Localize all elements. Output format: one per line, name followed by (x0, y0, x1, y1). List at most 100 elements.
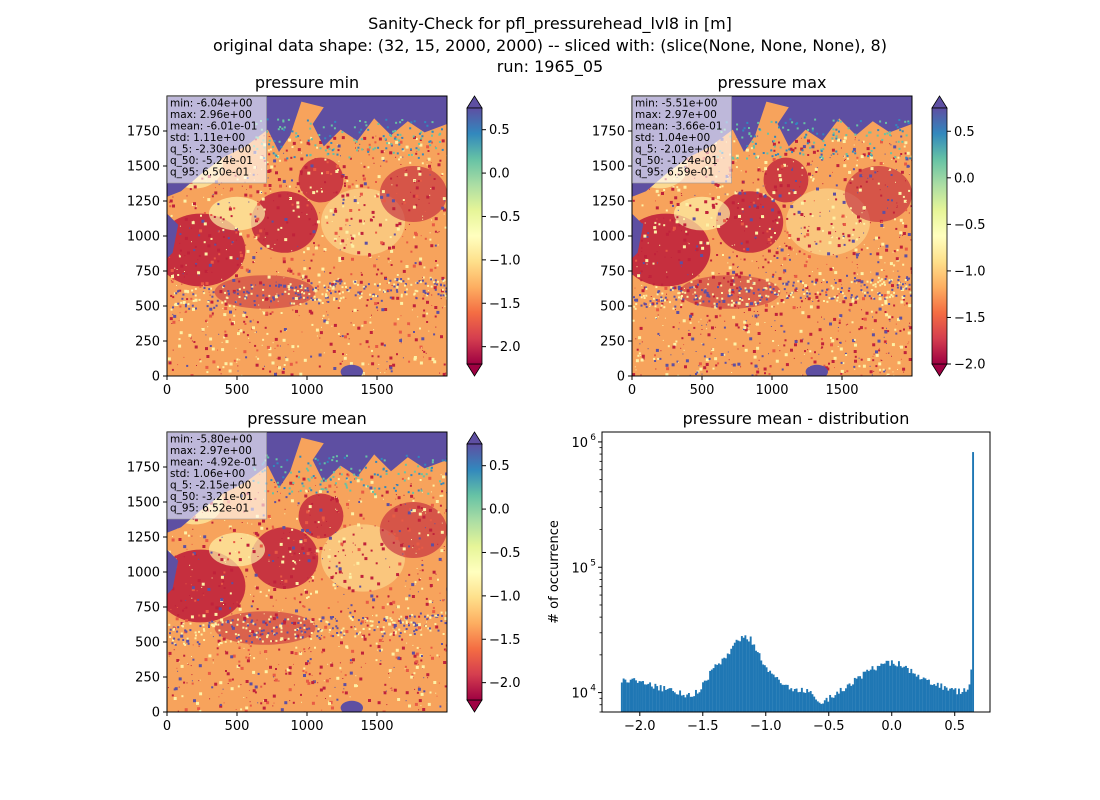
heatmap-pixel (741, 189, 744, 192)
heatmap-pixel (732, 363, 736, 367)
heatmap-pixel (325, 295, 327, 298)
heatmap-pixel (190, 338, 192, 340)
heatmap-pixel (905, 287, 908, 290)
heatmap-pixel (285, 638, 287, 640)
heatmap-pixel (872, 359, 875, 362)
heatmap-pixel (247, 534, 249, 536)
heatmap-pixel (670, 354, 672, 356)
heatmap-pixel (222, 187, 224, 189)
heatmap-pixel (883, 370, 886, 373)
heatmap-pixel (432, 610, 436, 614)
heatmap-pixel (276, 275, 277, 277)
heatmap-pixel (259, 281, 263, 285)
heatmap-pixel (185, 264, 187, 266)
heatmap-pixel (235, 347, 237, 349)
heatmap-pixel (785, 282, 789, 286)
heatmap-pixel (198, 645, 200, 647)
heatmap-pixel (427, 290, 429, 291)
heatmap-pixel (252, 261, 255, 264)
heatmap-pixel (409, 588, 411, 590)
heatmap-pixel (412, 194, 416, 198)
heatmap-pixel (357, 291, 360, 294)
heatmap-pixel (742, 129, 745, 132)
heatmap-pixel (385, 368, 387, 370)
heatmap-pixel (661, 292, 664, 295)
heatmap-pixel (377, 268, 380, 271)
heatmap-pixel (360, 272, 362, 274)
heatmap-pixel (344, 554, 346, 556)
heatmap-pixel (367, 186, 370, 189)
heatmap-pixel (221, 278, 223, 280)
heatmap-pixel (328, 623, 331, 626)
heatmap-pixel (656, 251, 658, 253)
heatmap-pixel (278, 499, 281, 502)
heatmap-pixel (357, 619, 360, 622)
heatmap-pixel (257, 637, 259, 639)
heatmap-pixel (308, 218, 311, 221)
heatmap-pixel (892, 251, 894, 253)
heatmap-pixel (822, 183, 824, 185)
heatmap-pixel (840, 291, 842, 293)
heatmap-pixel (232, 528, 236, 532)
heatmap-pixel (284, 238, 288, 242)
heatmap-pixel (802, 374, 804, 376)
heatmap-pixel (240, 614, 242, 616)
heatmap-pixel (326, 296, 329, 299)
heatmap-pixel (389, 151, 393, 155)
heatmap-pixel (374, 302, 378, 306)
heatmap-pixel (333, 367, 337, 370)
heatmap-pixel (677, 188, 681, 192)
heatmap-pixel (418, 512, 422, 516)
histogram-bar (758, 653, 761, 712)
heatmap-pixel (368, 146, 371, 149)
heatmap-pixel (856, 159, 858, 161)
heatmap-pixel (372, 295, 375, 298)
heatmap-pixel (804, 350, 806, 353)
heatmap-pixel (883, 336, 885, 338)
heatmap-pixel (737, 296, 739, 298)
heatmap-pixel (425, 625, 427, 627)
heatmap-pixel (821, 346, 824, 349)
heatmap-pixel (419, 345, 423, 349)
heatmap-pixel (854, 359, 857, 363)
heatmap-pixel (394, 278, 397, 281)
heatmap-pixel (319, 147, 322, 150)
heatmap-pixel (910, 205, 912, 208)
heatmap-pixel (324, 215, 328, 219)
heatmap-pixel (748, 132, 751, 135)
heatmap-pixel (745, 240, 749, 244)
heatmap-pixel (647, 242, 649, 244)
heatmap-pixel (239, 232, 243, 236)
heatmap-pixel (399, 632, 402, 634)
histogram-bar (693, 696, 696, 712)
heatmap-pixel (197, 707, 201, 711)
heatmap-pixel (276, 155, 279, 158)
heatmap-pixel (364, 557, 368, 561)
heatmap-pixel (877, 339, 881, 343)
heatmap-pixel (736, 128, 738, 131)
x-tick-label: 1500 (825, 383, 858, 398)
heatmap-pixel (317, 521, 320, 524)
heatmap-pixel (838, 321, 841, 324)
heatmap-pixel (404, 173, 408, 177)
heatmap-pixel (764, 161, 768, 164)
heatmap-pixel (385, 490, 389, 494)
heatmap-pixel (304, 651, 306, 653)
heatmap-pixel (910, 271, 912, 274)
heatmap-pixel (328, 290, 331, 292)
heatmap-pixel (852, 252, 856, 256)
heatmap-pixel (778, 126, 780, 129)
heatmap-pixel (276, 293, 278, 295)
heatmap-pixel (669, 219, 672, 222)
heatmap-pixel (335, 496, 336, 497)
heatmap-pixel (905, 134, 908, 137)
heatmap-pixel (853, 350, 857, 353)
heatmap-pixel (826, 263, 828, 265)
heatmap-pixel (655, 286, 658, 289)
y-tick-label: 1500 (592, 160, 625, 175)
heatmap-pixel (224, 362, 228, 366)
heatmap-pixel (755, 231, 759, 235)
heatmap-pixel (297, 345, 300, 348)
heatmap-pixel (863, 244, 865, 246)
heatmap-pixel (728, 290, 731, 293)
